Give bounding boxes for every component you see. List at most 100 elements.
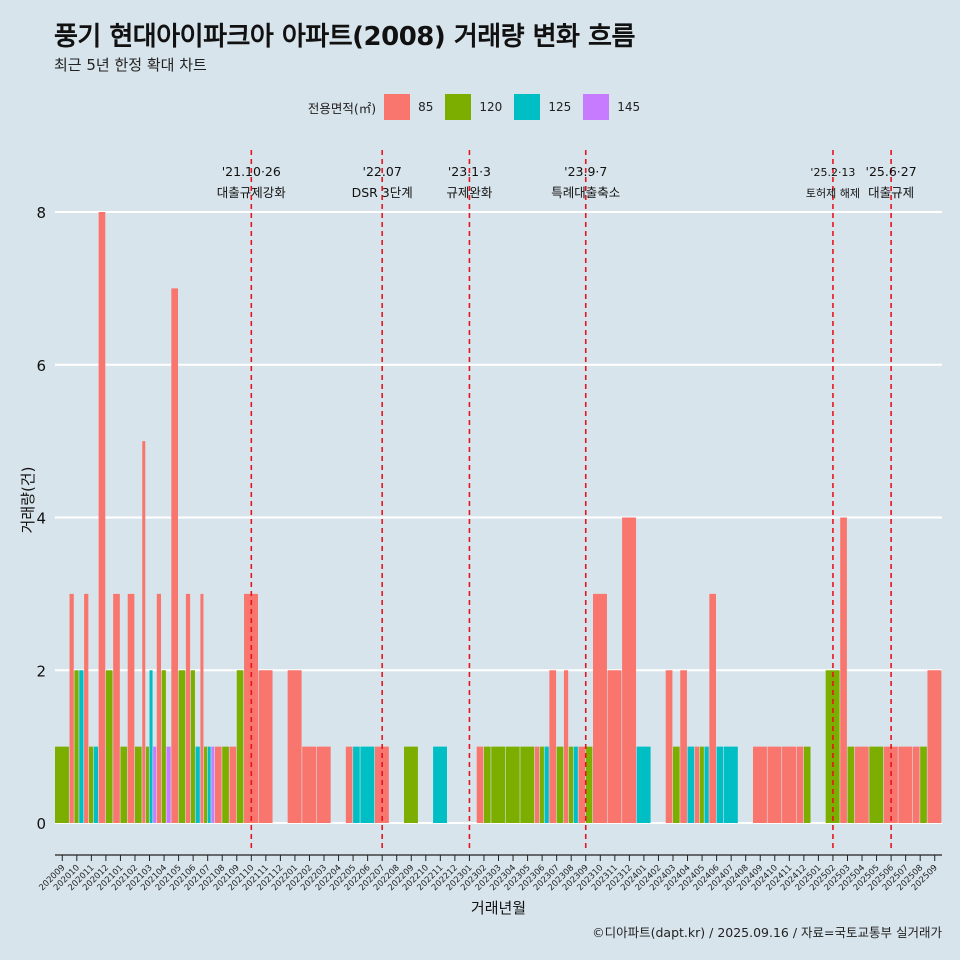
legend-swatch-120 bbox=[445, 94, 472, 120]
bar bbox=[229, 746, 237, 823]
y-axis-title: 거래량(건) bbox=[19, 467, 37, 534]
bar bbox=[105, 670, 113, 823]
bar bbox=[120, 746, 128, 823]
bar bbox=[476, 746, 484, 823]
bar bbox=[74, 670, 79, 823]
bar bbox=[622, 517, 637, 823]
bar bbox=[636, 746, 651, 823]
bar bbox=[709, 593, 717, 823]
event-name-label: 토허제 해제 bbox=[806, 186, 860, 200]
legend: 전용면적(㎡) 85 120 125 145 bbox=[0, 93, 960, 121]
bar bbox=[483, 746, 491, 823]
bar bbox=[127, 593, 135, 823]
bar bbox=[694, 746, 700, 823]
bar bbox=[704, 746, 709, 823]
bar bbox=[84, 593, 89, 823]
bar bbox=[166, 746, 171, 823]
bar bbox=[316, 746, 331, 823]
bar bbox=[585, 746, 593, 823]
bar bbox=[680, 670, 687, 823]
bar bbox=[153, 746, 157, 823]
bar bbox=[171, 288, 178, 823]
event-name-label: DSR 3단계 bbox=[352, 185, 413, 200]
bar bbox=[549, 670, 557, 823]
bar bbox=[134, 746, 142, 823]
bar bbox=[93, 746, 99, 823]
event-name-label: 규제완화 bbox=[446, 185, 493, 200]
bar bbox=[287, 670, 302, 823]
bar bbox=[195, 746, 200, 823]
event-date-label: '23.9·7 bbox=[564, 164, 607, 179]
bar bbox=[716, 746, 724, 823]
bar bbox=[161, 670, 166, 823]
legend-label-85: 85 bbox=[418, 100, 434, 114]
legend-item-120: 120 bbox=[445, 94, 502, 120]
bar bbox=[433, 746, 448, 823]
bar bbox=[207, 746, 211, 823]
bar bbox=[912, 746, 920, 823]
y-tick-label: 6 bbox=[36, 357, 46, 375]
bar bbox=[672, 746, 680, 823]
y-tick-label: 4 bbox=[36, 510, 46, 528]
y-tick-label: 8 bbox=[36, 204, 46, 222]
bar bbox=[796, 746, 804, 823]
bar bbox=[898, 746, 913, 823]
bar bbox=[607, 670, 622, 823]
bar bbox=[258, 670, 273, 823]
bar bbox=[568, 746, 574, 823]
bar bbox=[403, 746, 418, 823]
bar bbox=[302, 746, 317, 823]
legend-label-120: 120 bbox=[479, 100, 503, 114]
event-date-label: '23.1·3 bbox=[448, 164, 491, 179]
bar bbox=[752, 746, 767, 823]
legend-swatch-145 bbox=[583, 94, 610, 120]
bar bbox=[156, 593, 162, 823]
legend-label-145: 145 bbox=[617, 100, 641, 114]
event-date-label: '25.2·13 bbox=[810, 166, 855, 179]
event-date-label: '25.6·27 bbox=[866, 164, 917, 179]
bar bbox=[847, 746, 855, 823]
bar bbox=[178, 670, 186, 823]
legend-item-125: 125 bbox=[514, 94, 571, 120]
event-name-label: 대출규제 bbox=[868, 185, 914, 200]
bar bbox=[854, 746, 869, 823]
legend-item-85: 85 bbox=[384, 94, 433, 120]
bar bbox=[563, 670, 569, 823]
bar bbox=[687, 746, 695, 823]
bar bbox=[699, 746, 704, 823]
bar bbox=[782, 746, 796, 823]
chart-subtitle: 최근 5년 한정 확대 차트 bbox=[54, 56, 207, 74]
bar bbox=[593, 593, 607, 823]
event-name-label: 대출규제강화 bbox=[217, 185, 287, 200]
bar bbox=[920, 746, 927, 823]
y-tick-label: 2 bbox=[36, 662, 46, 680]
bar bbox=[723, 746, 738, 823]
legend-item-145: 145 bbox=[583, 94, 640, 120]
bar bbox=[214, 746, 222, 823]
bar bbox=[211, 746, 215, 823]
legend-title: 전용면적(㎡) bbox=[307, 100, 377, 116]
bar bbox=[353, 746, 360, 823]
y-tick-label: 0 bbox=[36, 815, 46, 833]
bar bbox=[505, 746, 520, 823]
bar bbox=[98, 212, 106, 823]
bar bbox=[79, 670, 84, 823]
bar bbox=[869, 746, 884, 823]
x-axis-title: 거래년월 bbox=[471, 899, 526, 917]
bar bbox=[204, 746, 208, 823]
footer-caption: ©디아파트(dapt.kr) / 2025.09.16 / 자료=국토교통부 실… bbox=[592, 925, 942, 940]
bar bbox=[539, 746, 544, 823]
bar bbox=[665, 670, 673, 823]
bar bbox=[360, 746, 375, 823]
bar bbox=[55, 746, 69, 823]
bar bbox=[573, 746, 578, 823]
event-date-label: '22.07 bbox=[363, 164, 402, 179]
bar bbox=[200, 593, 204, 823]
bar bbox=[491, 746, 506, 823]
bar bbox=[190, 670, 195, 823]
legend-swatch-85 bbox=[384, 94, 411, 120]
bar bbox=[142, 441, 146, 823]
bar bbox=[222, 746, 229, 823]
bar bbox=[927, 670, 942, 823]
